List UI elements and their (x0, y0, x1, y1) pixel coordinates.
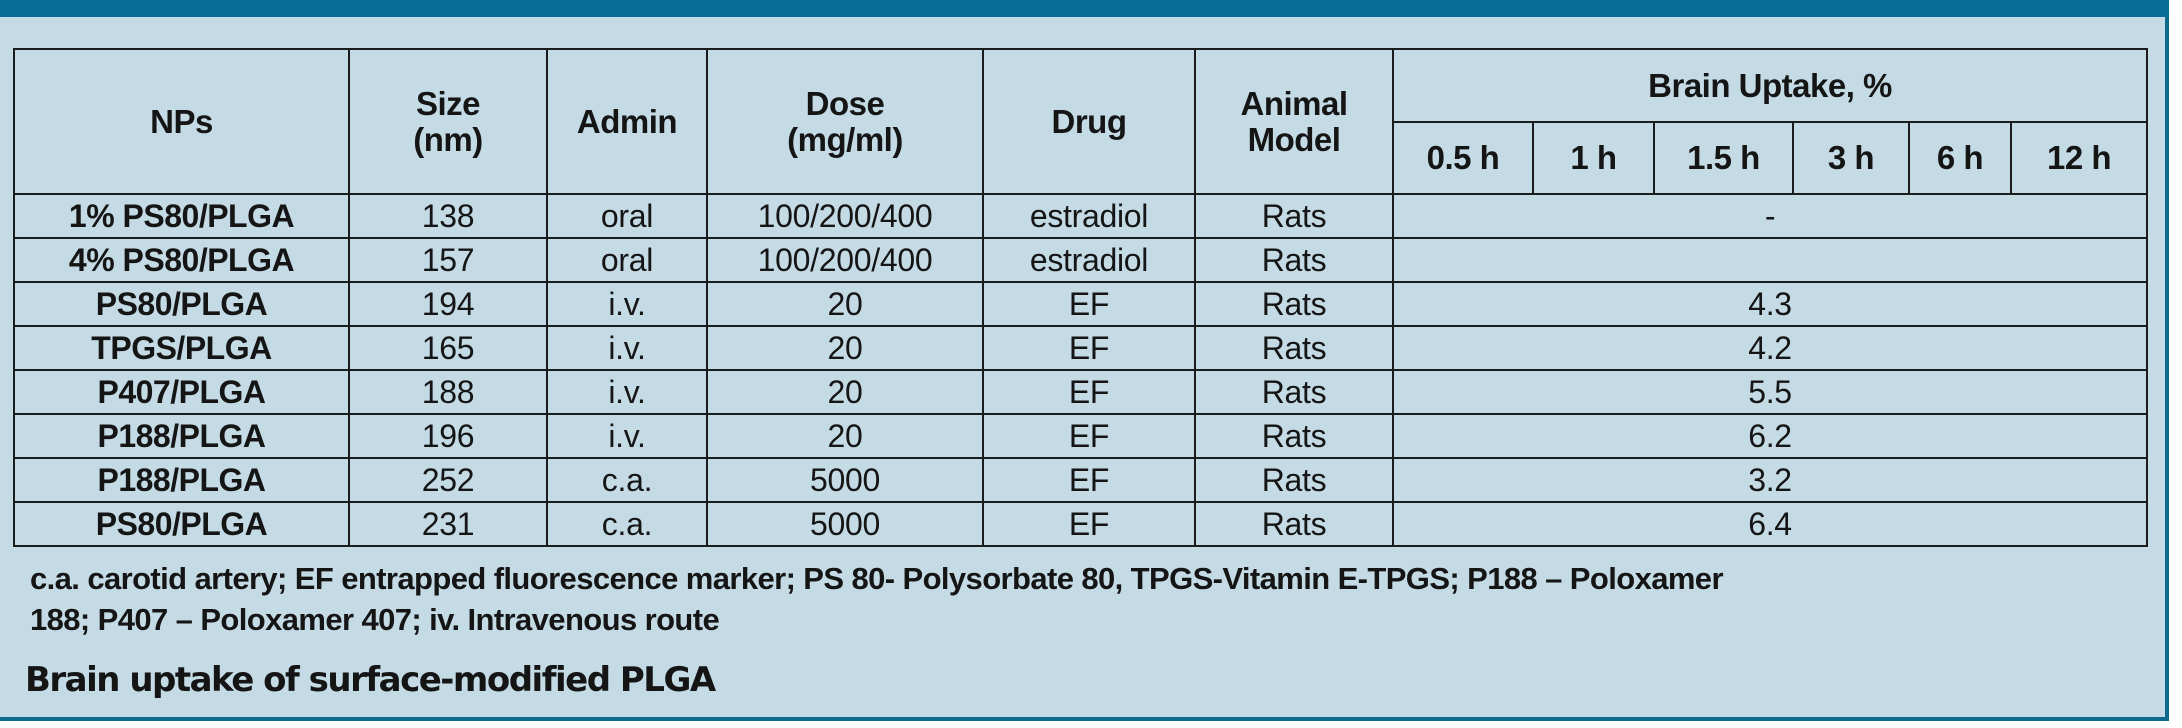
header-nps: NPs (13, 48, 350, 195)
header-drug: Drug (982, 48, 1196, 195)
cell-size: 138 (348, 193, 548, 239)
cell-dose: 20 (706, 281, 984, 327)
cell-uptake: 3.2 (1391, 457, 2149, 503)
cell-drug: EF (982, 281, 1196, 327)
cell-model: Rats (1194, 413, 1394, 459)
cell-drug: EF (982, 413, 1196, 459)
cell-drug: estradiol (982, 193, 1196, 239)
cell-drug: EF (982, 325, 1196, 371)
header-admin: Admin (546, 48, 708, 195)
table-row: P188/PLGA 196 i.v. 20 EF Rats 6.2 (13, 413, 2149, 459)
cell-uptake: 6.2 (1391, 413, 2149, 459)
cell-admin: i.v. (546, 281, 708, 327)
cell-dose: 20 (706, 413, 984, 459)
cell-nps: PS80/PLGA (13, 281, 350, 327)
cell-nps: TPGS/PLGA (13, 325, 350, 371)
table-footnote: c.a. carotid artery; EF entrapped fluore… (30, 558, 2130, 640)
cell-size: 196 (348, 413, 548, 459)
cell-dose: 100/200/400 (706, 193, 984, 239)
cell-drug: estradiol (982, 237, 1196, 283)
footnote-line-2: 188; P407 – Poloxamer 407; iv. Intraveno… (30, 602, 720, 637)
table-row: PS80/PLGA 194 i.v. 20 EF Rats 4.3 (13, 281, 2149, 327)
table-row: PS80/PLGA 231 c.a. 5000 EF Rats 6.4 (13, 501, 2149, 547)
header-time-1-5h: 1.5 h (1653, 121, 1794, 195)
cell-admin: c.a. (546, 501, 708, 547)
cell-size: 157 (348, 237, 548, 283)
cell-drug: EF (982, 457, 1196, 503)
cell-admin: oral (546, 237, 708, 283)
header-time-6h: 6 h (1908, 121, 2012, 195)
cell-nps: P407/PLGA (13, 369, 350, 415)
cell-model: Rats (1194, 325, 1394, 371)
header-size: Size (nm) (348, 48, 548, 195)
cell-dose: 5000 (706, 501, 984, 547)
cell-drug: EF (982, 369, 1196, 415)
cell-uptake: 5.5 (1391, 369, 2149, 415)
cell-nps: PS80/PLGA (13, 501, 350, 547)
table-row: TPGS/PLGA 165 i.v. 20 EF Rats 4.2 (13, 325, 2149, 371)
cell-size: 188 (348, 369, 548, 415)
cell-dose: 100/200/400 (706, 237, 984, 283)
cell-nps: P188/PLGA (13, 413, 350, 459)
cell-uptake: 4.2 (1391, 325, 2149, 371)
cell-size: 165 (348, 325, 548, 371)
table-row: 1% PS80/PLGA 138 oral 100/200/400 estrad… (13, 193, 2149, 239)
cell-nps: 4% PS80/PLGA (13, 237, 350, 283)
cell-model: Rats (1194, 501, 1394, 547)
table-row: 4% PS80/PLGA 157 oral 100/200/400 estrad… (13, 237, 2149, 283)
cell-size: 231 (348, 501, 548, 547)
cell-model: Rats (1194, 237, 1394, 283)
header-time-12h: 12 h (2009, 121, 2149, 195)
cell-uptake (1391, 237, 2149, 283)
header-time-0-5h: 0.5 h (1392, 121, 1534, 195)
cell-uptake: - (1391, 193, 2149, 239)
cell-dose: 20 (706, 369, 984, 415)
cell-nps: P188/PLGA (13, 457, 350, 503)
cell-uptake: 4.3 (1391, 281, 2149, 327)
cell-admin: i.v. (546, 325, 708, 371)
cell-drug: EF (982, 501, 1196, 547)
cell-nps: 1% PS80/PLGA (13, 193, 350, 239)
header-animal-model: Animal Model (1194, 48, 1394, 195)
cell-size: 194 (348, 281, 548, 327)
footnote-line-1: c.a. carotid artery; EF entrapped fluore… (30, 561, 1724, 596)
cell-dose: 5000 (706, 457, 984, 503)
header-brain-uptake: Brain Uptake, % (1391, 48, 2149, 123)
header-time-1h: 1 h (1532, 121, 1655, 195)
table-caption: Brain uptake of surface-modified PLGA (25, 660, 716, 700)
top-accent-bar (0, 0, 2169, 17)
cell-admin: oral (546, 193, 708, 239)
cell-admin: i.v. (546, 413, 708, 459)
cell-uptake: 6.4 (1391, 501, 2149, 547)
header-dose: Dose (mg/ml) (706, 48, 984, 195)
brain-uptake-table: NPs Size (nm) Admin Dose (mg/ml) Drug Anim… (13, 48, 2149, 547)
table-row: P407/PLGA 188 i.v. 20 EF Rats 5.5 (13, 369, 2149, 415)
cell-model: Rats (1194, 193, 1394, 239)
cell-model: Rats (1194, 457, 1394, 503)
cell-model: Rats (1194, 281, 1394, 327)
cell-admin: c.a. (546, 457, 708, 503)
cell-admin: i.v. (546, 369, 708, 415)
header-time-3h: 3 h (1792, 121, 1910, 195)
table-row: P188/PLGA 252 c.a. 5000 EF Rats 3.2 (13, 457, 2149, 503)
cell-size: 252 (348, 457, 548, 503)
cell-model: Rats (1194, 369, 1394, 415)
cell-dose: 20 (706, 325, 984, 371)
